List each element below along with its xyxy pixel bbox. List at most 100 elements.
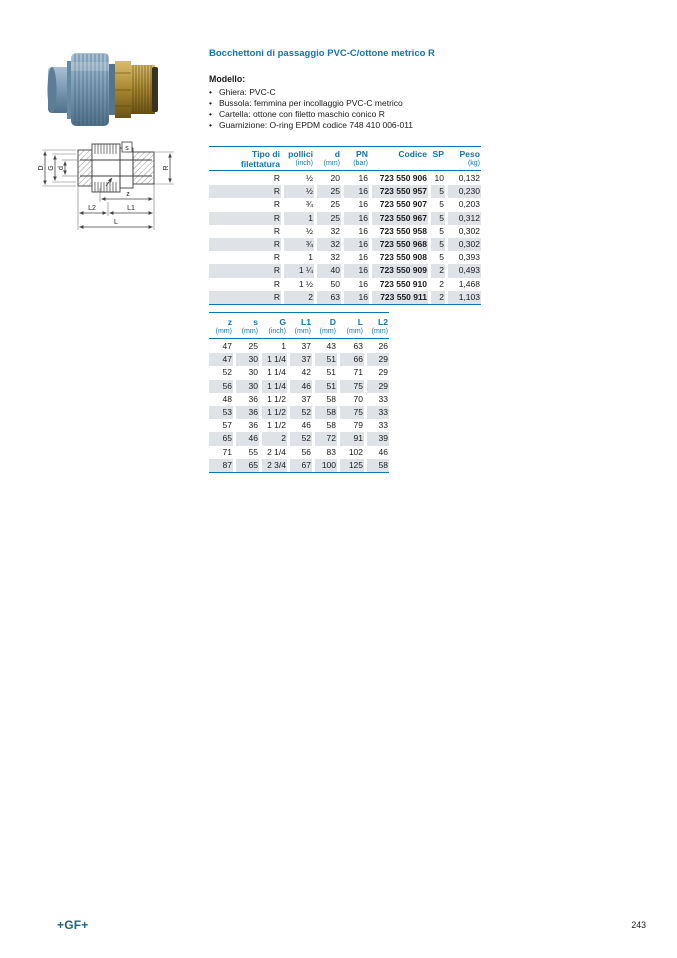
table-cell: 125: [340, 458, 364, 472]
column-header-unit: (mm): [323, 160, 340, 167]
table-cell: 36: [248, 420, 258, 431]
column-header-label: L: [357, 317, 363, 327]
table-cell: 55: [248, 446, 258, 457]
page-title: Bocchettoni di passaggio PVC-C/ottone me…: [209, 48, 435, 59]
table-cell: 25: [330, 199, 340, 210]
table-cell: 50: [330, 278, 340, 289]
table-cell: 91: [340, 432, 364, 446]
table-cell: 33: [378, 393, 388, 404]
table-cell: 29: [378, 367, 388, 378]
table-cell: 5: [439, 199, 444, 210]
model-bullet-text: Bussola: femmina per incollaggio PVC-C m…: [219, 98, 403, 108]
table-cell: 1 1/2: [267, 420, 286, 431]
column-header-label: SP: [432, 149, 444, 159]
table-cell: 53: [209, 405, 233, 420]
table-cell: 100: [315, 458, 337, 472]
table-cell: 39: [367, 432, 389, 446]
table-cell: R: [209, 264, 281, 278]
table-cell: 25: [248, 341, 258, 351]
model-bullet-text: Ghiera: PVC-C: [219, 87, 276, 97]
table-cell: 26: [378, 341, 388, 351]
table-cell: 16: [344, 290, 369, 304]
table-cell: 25: [317, 185, 341, 199]
table-cell: R: [273, 199, 280, 210]
column-header-unit: (mm): [294, 328, 311, 335]
column-header-unit: (mm): [241, 328, 258, 335]
column-header-label: pollici: [288, 149, 313, 159]
table-cell: 66: [340, 353, 364, 367]
table-cell: 46: [290, 379, 312, 393]
table-cell: 87: [209, 458, 233, 472]
table-cell: 2: [439, 278, 444, 289]
table-cell: 30: [236, 353, 259, 367]
table-cell: 65: [236, 458, 259, 472]
table-cell: 36: [236, 405, 259, 420]
table-cell: 37: [301, 341, 311, 351]
table-cell: 723 550 906: [379, 173, 427, 183]
table-cell: 75: [340, 379, 364, 393]
dim-label-D: D: [38, 165, 45, 170]
column-header-label: D: [329, 317, 336, 327]
column-header: SP: [431, 147, 445, 169]
table-cell: 33: [367, 405, 389, 420]
table-cell: 72: [315, 432, 337, 446]
column-header-label: Codice: [398, 149, 427, 159]
table-cell: 32: [330, 225, 340, 236]
table-cell: 56: [301, 446, 311, 457]
model-heading: Modello:: [209, 74, 246, 84]
bullet-icon: •: [209, 120, 212, 130]
model-section: Modello: • Ghiera: PVC-C • Bussola: femmina…: [209, 74, 509, 131]
table-cell: 58: [367, 458, 389, 472]
table-cell: 723 550 910: [379, 278, 427, 289]
column-header-label: PN: [356, 149, 368, 159]
table-cell: 43: [326, 341, 336, 351]
table-cell: 71: [222, 446, 232, 457]
column-header: s (mm): [236, 313, 259, 337]
table-cell: 52: [290, 405, 312, 420]
table-cell: 51: [315, 379, 337, 393]
table-cell: 2: [284, 290, 314, 304]
column-header: z (mm): [209, 313, 233, 337]
bullet-icon: •: [209, 98, 212, 108]
table-cell: 16: [358, 173, 368, 183]
table-cell: 5: [439, 225, 444, 236]
column-header: pollici (inch): [284, 147, 314, 169]
table-cell: 0,132: [458, 173, 480, 183]
table-cell: 16: [344, 264, 369, 278]
table-cell: 32: [317, 237, 341, 252]
column-header-unit: (bar): [353, 160, 368, 167]
table-cell: R: [273, 252, 280, 263]
dim-label-R: R: [163, 165, 170, 170]
dim-label-L: L: [114, 219, 118, 226]
table-cell: 33: [378, 420, 388, 431]
table-cell: 1,103: [448, 290, 481, 304]
product-photo-image: [47, 53, 158, 126]
dim-label-L1: L1: [127, 205, 135, 212]
table-cell: 2: [431, 290, 445, 304]
table-cell: 723 550 909: [372, 264, 428, 278]
column-header: Codice: [372, 147, 428, 169]
table-cell: 0,312: [448, 211, 481, 225]
table-cell: 723 550 967: [372, 211, 428, 225]
table-cell: R: [273, 173, 280, 183]
table-cell: 46: [301, 420, 311, 431]
table-cell: 2: [431, 264, 445, 278]
table-cell: 1 ½: [298, 278, 313, 289]
column-header-unit: (mm): [346, 328, 363, 335]
table-cell: R: [209, 290, 281, 304]
column-header: L (mm): [340, 313, 364, 337]
table-cell: 30: [248, 367, 258, 378]
column-header-label: d: [334, 149, 340, 159]
table-cell: 16: [358, 252, 368, 263]
table-cell: 52: [222, 367, 232, 378]
column-header-label: z: [227, 317, 232, 327]
table-header-rule: [209, 170, 481, 171]
table-header-rule: [209, 338, 389, 339]
table-cell: 5: [439, 252, 444, 263]
column-header: d (mm): [317, 147, 341, 169]
table-cell: 52: [290, 432, 312, 446]
table-cell: ½: [284, 185, 314, 199]
table-cell: ½: [305, 225, 313, 236]
spec-table-dimensions: z (mm) s (mm) G (inch) L1 (mm) D (mm) L (mm) L2 (mm) 4…: [209, 312, 389, 473]
